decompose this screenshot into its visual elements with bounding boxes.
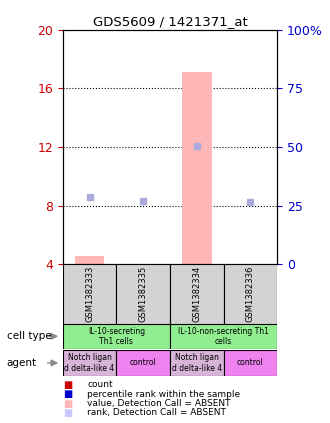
- Bar: [63, 264, 116, 324]
- Text: GSM1382333: GSM1382333: [85, 266, 94, 322]
- Bar: [63, 324, 170, 349]
- Text: IL-10-non-secreting Th1
cells: IL-10-non-secreting Th1 cells: [178, 327, 269, 346]
- Text: ■: ■: [63, 408, 72, 418]
- Text: percentile rank within the sample: percentile rank within the sample: [87, 390, 241, 399]
- Bar: [170, 264, 224, 324]
- Text: value, Detection Call = ABSENT: value, Detection Call = ABSENT: [87, 399, 231, 408]
- Text: control: control: [237, 358, 264, 368]
- Text: ■: ■: [63, 398, 72, 409]
- Bar: [116, 350, 170, 376]
- Text: IL-10-secreting
Th1 cells: IL-10-secreting Th1 cells: [88, 327, 145, 346]
- Bar: [170, 350, 224, 376]
- Bar: [170, 324, 277, 349]
- Bar: [116, 264, 170, 324]
- Text: GSM1382335: GSM1382335: [139, 266, 148, 322]
- Bar: [182, 72, 212, 264]
- Bar: [224, 264, 277, 324]
- Title: GDS5609 / 1421371_at: GDS5609 / 1421371_at: [93, 16, 247, 28]
- Text: GSM1382334: GSM1382334: [192, 266, 201, 322]
- Bar: [224, 350, 277, 376]
- Text: agent: agent: [7, 358, 37, 368]
- Text: ■: ■: [63, 380, 72, 390]
- Bar: [63, 350, 116, 376]
- Text: Notch ligan
d delta-like 4: Notch ligan d delta-like 4: [64, 353, 115, 373]
- Text: cell type: cell type: [7, 331, 51, 341]
- Bar: [75, 255, 104, 264]
- Text: Notch ligan
d delta-like 4: Notch ligan d delta-like 4: [172, 353, 222, 373]
- Text: count: count: [87, 380, 113, 390]
- Text: GSM1382336: GSM1382336: [246, 266, 255, 322]
- Text: rank, Detection Call = ABSENT: rank, Detection Call = ABSENT: [87, 408, 226, 418]
- Text: control: control: [130, 358, 156, 368]
- Text: ■: ■: [63, 389, 72, 399]
